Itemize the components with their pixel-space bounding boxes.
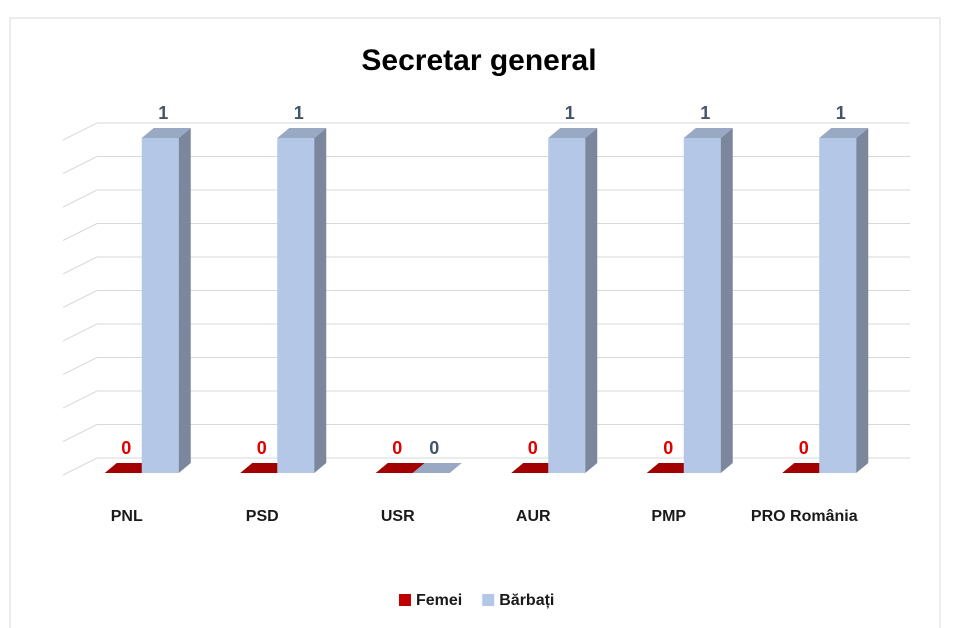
grid-line: [62, 357, 910, 375]
value-label: 0: [257, 438, 267, 458]
grid-line-side: [62, 457, 98, 476]
grid-line: [62, 223, 910, 241]
value-label: 1: [565, 103, 575, 123]
grid-line: [62, 156, 910, 174]
bar-top: [375, 463, 425, 473]
bar-side: [720, 128, 733, 473]
legend-swatch: [399, 594, 411, 606]
bar: [104, 463, 154, 473]
bar-side: [585, 128, 598, 473]
bar-side: [314, 128, 327, 473]
value-label: 0: [528, 438, 538, 458]
bar-side: [856, 128, 869, 473]
grid-line: [62, 256, 910, 275]
bar-top: [782, 463, 832, 473]
bar-top: [141, 128, 191, 138]
bar-top: [104, 463, 154, 473]
grid-line-side: [62, 357, 98, 375]
bar-top: [683, 128, 733, 138]
value-label: 1: [294, 103, 304, 123]
bar: [240, 463, 290, 473]
value-label: 0: [121, 438, 131, 458]
bar-top: [412, 463, 462, 473]
bar-top: [548, 128, 598, 138]
bar: [819, 128, 869, 473]
legend-label: Bărbați: [499, 592, 554, 609]
value-label: 1: [836, 103, 846, 123]
value-label: 1: [700, 103, 710, 123]
bar: [375, 463, 425, 473]
x-tick-label: PSD: [245, 508, 279, 525]
x-tick-label: PMP: [651, 508, 687, 525]
bar-top: [646, 463, 696, 473]
bar: [412, 463, 462, 473]
bar-top: [240, 463, 290, 473]
bar: [548, 128, 598, 473]
x-tick-label: PRO România: [750, 508, 858, 525]
value-label: 0: [429, 438, 439, 458]
grid-line-side: [62, 323, 98, 342]
bar: [646, 463, 696, 473]
value-label: 0: [799, 438, 809, 458]
grid-line: [62, 290, 910, 308]
legend-label: Femei: [416, 592, 462, 609]
bar: [511, 463, 561, 473]
grid-line: [62, 323, 910, 342]
x-tick-label: PNL: [110, 508, 143, 525]
chart-title: Secretar general: [361, 44, 596, 77]
grid-line-side: [62, 189, 98, 208]
grid-line-side: [62, 290, 98, 308]
grid-line-side: [62, 122, 98, 141]
bar-side: [178, 128, 191, 473]
value-label: 0: [663, 438, 673, 458]
x-tick-label: USR: [380, 508, 415, 525]
value-label: 0: [392, 438, 402, 458]
grid-line-side: [62, 223, 98, 241]
chart-frame: [9, 17, 941, 628]
grid-line: [62, 457, 910, 476]
grid-line: [62, 189, 910, 208]
bar-top: [819, 128, 869, 138]
bar-front: [141, 138, 179, 473]
grid-line: [62, 122, 910, 141]
bar-front: [819, 138, 857, 473]
x-tick-label: AUR: [515, 508, 551, 525]
bar-front: [548, 138, 586, 473]
value-label: 1: [158, 103, 168, 123]
grid-line-side: [62, 390, 98, 409]
bar-front: [683, 138, 721, 473]
grid-line-side: [62, 424, 98, 442]
grid-line-side: [62, 256, 98, 275]
bar: [683, 128, 733, 473]
bar-front: [277, 138, 315, 473]
grid-line: [62, 424, 910, 442]
legend-swatch: [482, 594, 495, 606]
bar: [141, 128, 191, 473]
bar: [277, 128, 327, 473]
bar-top: [277, 128, 327, 138]
grid-line-side: [62, 156, 98, 174]
grid-line: [62, 390, 910, 409]
bar-top: [511, 463, 561, 473]
bar: [782, 463, 832, 473]
